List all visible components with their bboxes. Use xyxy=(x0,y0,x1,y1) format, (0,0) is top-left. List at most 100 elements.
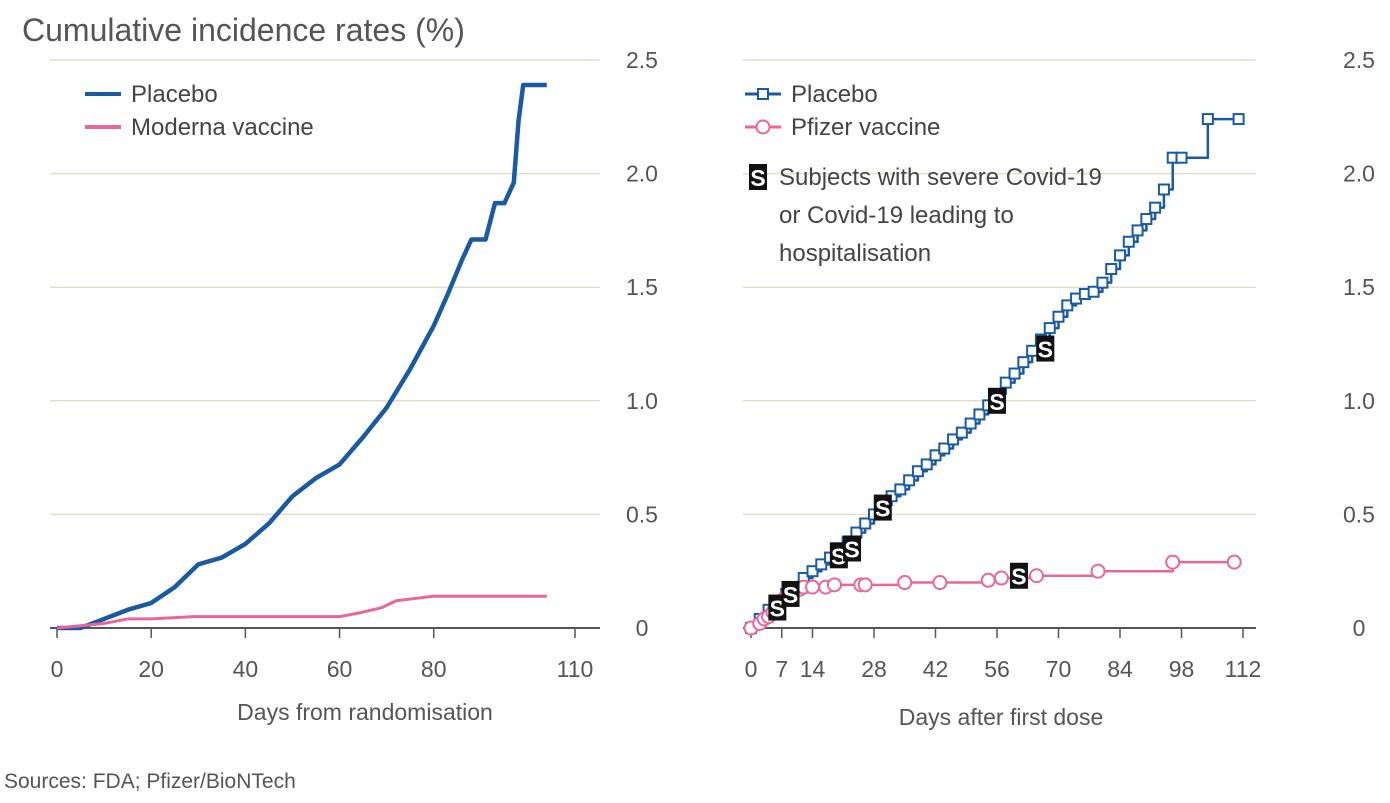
data-point xyxy=(1122,235,1135,248)
x-tick-label: 0 xyxy=(745,656,758,682)
data-point xyxy=(947,433,960,446)
legend-label: Moderna vaccine xyxy=(131,114,314,141)
data-point xyxy=(1157,183,1170,196)
y-tick-label: 2.5 xyxy=(626,47,658,73)
x-tick-label: 0 xyxy=(51,656,64,682)
severe-badge-letter: S xyxy=(1011,564,1026,590)
severe-badge-letter: S xyxy=(831,543,846,569)
y-tick-label: 1.0 xyxy=(1343,388,1375,414)
x-axis-label: Days from randomisation xyxy=(237,699,493,725)
data-point xyxy=(1114,249,1126,262)
data-point xyxy=(1149,201,1162,214)
data-point xyxy=(1226,554,1242,570)
y-tick-label: 0 xyxy=(636,615,649,641)
y-tick-label: 1.5 xyxy=(1343,274,1375,300)
data-point xyxy=(806,565,819,578)
legend-label: Pfizer vaccine xyxy=(791,114,940,141)
data-point xyxy=(920,458,933,471)
severe-badge-box xyxy=(843,535,862,562)
x-tick-label: 7 xyxy=(775,656,788,682)
chart-panel-2: 00.51.01.52.02.50 7 14 28 42 56 70 84 98 112Days … xyxy=(743,47,1375,730)
series-line-pfizer-vaccine xyxy=(751,560,1235,630)
data-point xyxy=(897,575,913,591)
data-point xyxy=(929,449,942,462)
data-point xyxy=(1090,563,1106,579)
severe-case-marker: S xyxy=(873,494,892,522)
y-tick-label: 2.0 xyxy=(626,161,658,187)
y-tick-label: 0.5 xyxy=(626,501,658,527)
data-point xyxy=(1061,299,1074,312)
data-point xyxy=(1140,213,1153,226)
x-tick-label: 110 xyxy=(557,656,594,682)
data-point xyxy=(932,575,948,591)
data-point xyxy=(973,408,986,421)
x-tick-label: 112 xyxy=(1225,656,1262,682)
data-point xyxy=(1096,276,1109,289)
severe-badge-letter: S xyxy=(875,496,890,522)
data-point xyxy=(999,376,1012,389)
y-tick-label: 2.0 xyxy=(1343,161,1375,187)
y-tick-label: 1.5 xyxy=(626,274,658,300)
data-point xyxy=(903,474,916,487)
x-tick-label: 84 xyxy=(1107,656,1133,682)
x-tick-label: 60 xyxy=(327,656,353,682)
legend-entry: Placebo xyxy=(85,81,218,108)
severe-badge-letter: S xyxy=(770,596,785,622)
severe-badge-box xyxy=(988,387,1006,414)
legend-label: or Covid-19 leading to xyxy=(779,202,1014,229)
severe-case-marker: S xyxy=(1036,335,1055,363)
severe-badge-letter: S xyxy=(783,582,798,608)
data-point xyxy=(1105,263,1118,276)
legend-entry: Placebo xyxy=(745,81,878,108)
severe-badge-box xyxy=(781,580,800,607)
series-line-moderna-vaccine xyxy=(56,594,547,630)
x-tick-label: 70 xyxy=(1046,656,1072,682)
data-point xyxy=(894,483,907,496)
legend-label: Placebo xyxy=(791,81,878,108)
data-point xyxy=(938,442,951,455)
severe-case-marker: S xyxy=(1009,562,1028,590)
data-point xyxy=(964,417,977,430)
data-point xyxy=(980,572,996,588)
data-point xyxy=(1052,310,1065,323)
x-tick-label: 42 xyxy=(923,656,949,682)
y-tick-label: 1.0 xyxy=(626,388,658,414)
chart-title: Cumulative incidence rates (%) xyxy=(22,12,465,48)
data-point xyxy=(1029,568,1045,584)
data-point xyxy=(815,558,828,571)
source-note: Sources: FDA; Pfizer/BioNTech xyxy=(4,770,296,793)
legend-entry-severe: S Subjects with severe Covid-19 or Covid-1… xyxy=(749,164,1102,267)
data-point xyxy=(993,570,1009,586)
severe-badge-letter: S xyxy=(844,536,859,562)
x-tick-label: 28 xyxy=(861,656,887,682)
y-tick-label: 0.5 xyxy=(1343,501,1375,527)
data-point xyxy=(1008,367,1021,380)
severe-case-marker: S xyxy=(843,535,862,562)
data-point xyxy=(857,577,873,593)
x-tick-label: 80 xyxy=(421,656,447,682)
data-point xyxy=(1017,356,1030,369)
data-point xyxy=(826,577,842,593)
severe-case-marker: S xyxy=(781,580,800,608)
data-point xyxy=(859,517,872,530)
data-point xyxy=(955,426,968,439)
severe-badge-letter: S xyxy=(989,389,1004,415)
chart-panel-1: 0 0.5 1.0 1.5 2.0 2.5 0 20 40 60 80 110 Days from ra… xyxy=(50,47,658,725)
data-point xyxy=(1026,344,1039,357)
severe-case-marker: S xyxy=(988,387,1006,415)
data-point xyxy=(1165,554,1181,570)
legend-marker xyxy=(757,88,769,100)
x-tick-label: 98 xyxy=(1169,656,1195,682)
severe-badge-box xyxy=(1009,562,1028,589)
legend-entry: Pfizer vaccine xyxy=(745,114,940,141)
y-tick-label: 2.5 xyxy=(1343,47,1375,73)
legend-label: Placebo xyxy=(131,81,218,108)
x-axis-label: Days after first dose xyxy=(899,704,1104,730)
data-point xyxy=(911,465,924,478)
data-point xyxy=(1131,224,1144,237)
y-tick-label: 0 xyxy=(1353,615,1366,641)
x-tick-label: 40 xyxy=(233,656,259,682)
x-tick-label: 56 xyxy=(984,656,1010,682)
